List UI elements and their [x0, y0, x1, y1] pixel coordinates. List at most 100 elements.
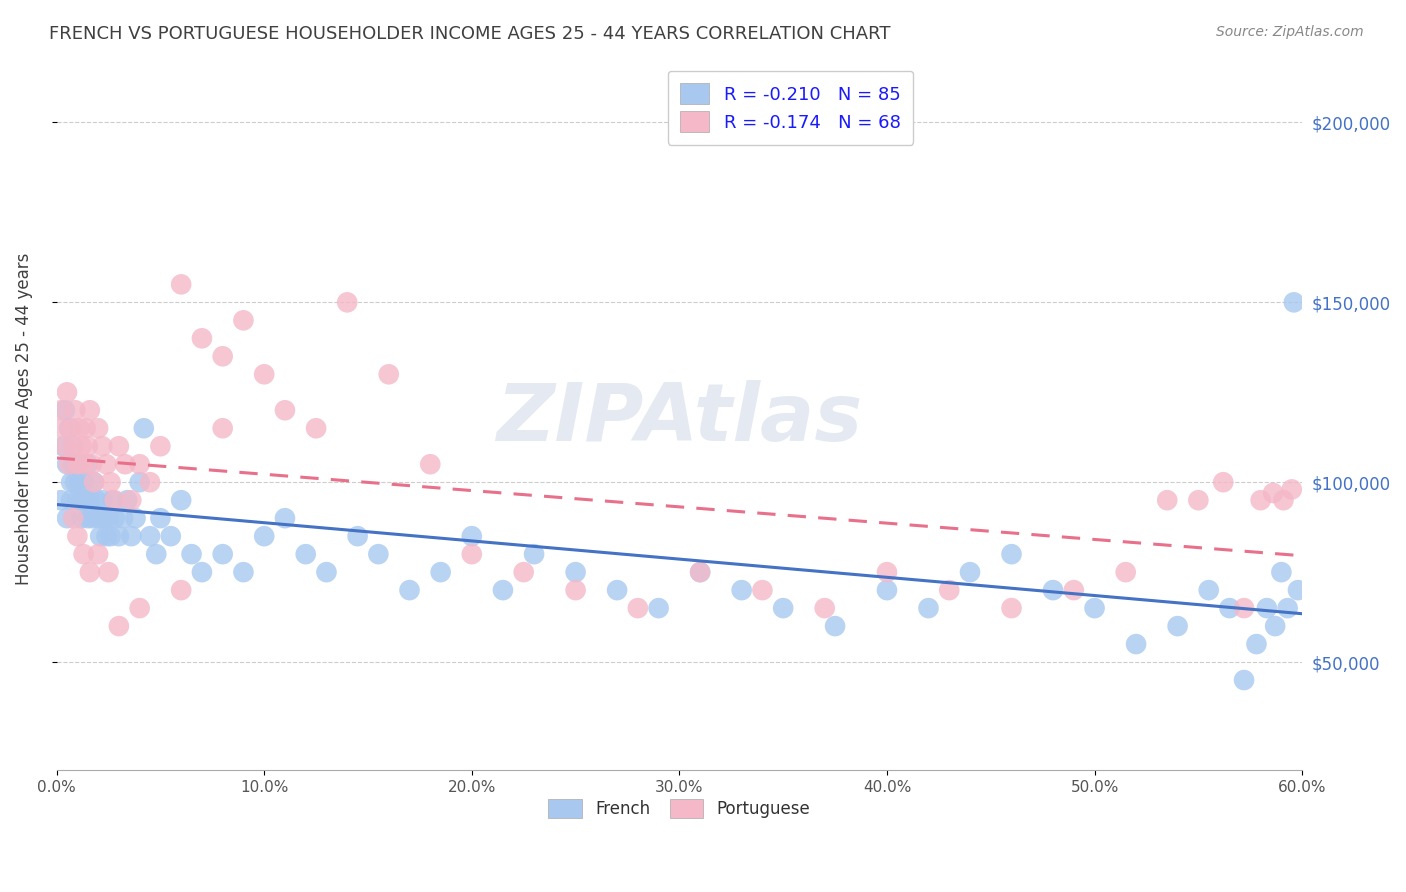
Point	[70, 493, 93, 508]
Point	[938, 583, 960, 598]
Point	[91, 493, 114, 508]
Point	[159, 529, 181, 543]
Point	[959, 565, 981, 579]
Point	[83, 475, 105, 490]
Point	[70, 511, 93, 525]
Point	[1000, 601, 1022, 615]
Point	[274, 511, 297, 525]
Point	[112, 511, 135, 525]
Point	[56, 511, 79, 525]
Point	[53, 403, 76, 417]
Point	[145, 547, 167, 561]
Point	[1264, 619, 1286, 633]
Point	[1256, 601, 1278, 615]
Point	[108, 439, 131, 453]
Point	[1198, 583, 1220, 598]
Point	[80, 511, 103, 525]
Point	[72, 547, 94, 561]
Point	[76, 439, 98, 453]
Point	[170, 583, 193, 598]
Point	[79, 403, 101, 417]
Point	[211, 421, 233, 435]
Point	[120, 529, 142, 543]
Point	[814, 601, 837, 615]
Point	[53, 439, 76, 453]
Point	[49, 493, 72, 508]
Point	[1125, 637, 1147, 651]
Point	[274, 403, 297, 417]
Point	[70, 439, 93, 453]
Point	[100, 529, 122, 543]
Text: FRENCH VS PORTUGUESE HOUSEHOLDER INCOME AGES 25 - 44 YEARS CORRELATION CHART: FRENCH VS PORTUGUESE HOUSEHOLDER INCOME …	[49, 25, 891, 43]
Point	[512, 565, 534, 579]
Point	[232, 565, 254, 579]
Point	[1277, 601, 1299, 615]
Point	[730, 583, 752, 598]
Point	[62, 457, 84, 471]
Point	[62, 439, 84, 453]
Point	[83, 475, 105, 490]
Point	[564, 583, 586, 598]
Point	[66, 493, 89, 508]
Point	[58, 457, 80, 471]
Point	[128, 601, 150, 615]
Point	[1000, 547, 1022, 561]
Point	[79, 493, 101, 508]
Point	[1167, 619, 1189, 633]
Point	[689, 565, 711, 579]
Point	[58, 421, 80, 435]
Point	[96, 529, 118, 543]
Point	[419, 457, 441, 471]
Point	[336, 295, 359, 310]
Point	[523, 547, 546, 561]
Point	[1233, 601, 1256, 615]
Point	[1270, 565, 1292, 579]
Point	[87, 547, 110, 561]
Point	[253, 529, 276, 543]
Point	[398, 583, 420, 598]
Point	[191, 565, 214, 579]
Point	[211, 547, 233, 561]
Point	[876, 583, 898, 598]
Point	[104, 493, 127, 508]
Point	[139, 475, 162, 490]
Point	[66, 457, 89, 471]
Point	[56, 385, 79, 400]
Point	[89, 529, 111, 543]
Point	[1083, 601, 1105, 615]
Point	[76, 511, 98, 525]
Point	[149, 511, 172, 525]
Point	[1156, 493, 1178, 508]
Point	[72, 457, 94, 471]
Point	[1281, 483, 1303, 497]
Point	[97, 565, 120, 579]
Point	[100, 475, 122, 490]
Point	[128, 457, 150, 471]
Point	[180, 547, 202, 561]
Text: Source: ZipAtlas.com: Source: ZipAtlas.com	[1216, 25, 1364, 39]
Point	[108, 619, 131, 633]
Point	[66, 529, 89, 543]
Point	[132, 421, 155, 435]
Point	[60, 475, 83, 490]
Point	[76, 457, 98, 471]
Point	[429, 565, 451, 579]
Point	[1115, 565, 1137, 579]
Point	[69, 475, 91, 490]
Point	[101, 493, 124, 508]
Point	[367, 547, 389, 561]
Point	[62, 511, 84, 525]
Point	[79, 565, 101, 579]
Point	[87, 511, 110, 525]
Point	[91, 439, 114, 453]
Text: ZIPAtlas: ZIPAtlas	[496, 380, 862, 458]
Point	[876, 565, 898, 579]
Point	[1042, 583, 1064, 598]
Point	[1272, 493, 1295, 508]
Point	[1233, 673, 1256, 687]
Point	[170, 493, 193, 508]
Point	[52, 421, 75, 435]
Point	[647, 601, 669, 615]
Point	[627, 601, 650, 615]
Point	[104, 511, 127, 525]
